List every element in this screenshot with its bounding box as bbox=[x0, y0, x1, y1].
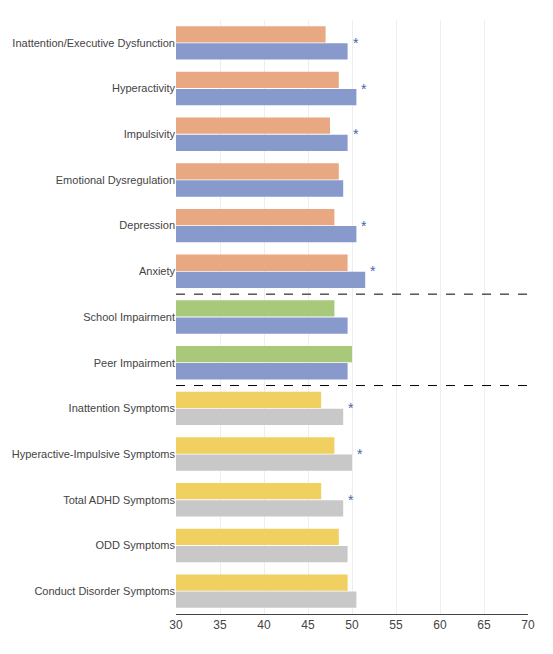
svg-text:*: * bbox=[348, 492, 354, 508]
svg-text:ODD Symptoms: ODD Symptoms bbox=[96, 539, 176, 551]
svg-text:*: * bbox=[370, 263, 376, 279]
svg-text:*: * bbox=[348, 400, 354, 416]
svg-text:Depression: Depression bbox=[119, 219, 175, 231]
svg-text:Total ADHD Symptoms: Total ADHD Symptoms bbox=[63, 494, 175, 506]
svg-text:Impulsivity: Impulsivity bbox=[124, 128, 176, 140]
svg-text:70: 70 bbox=[521, 618, 535, 632]
svg-text:Conduct Disorder Symptoms: Conduct Disorder Symptoms bbox=[34, 585, 175, 597]
svg-text:Inattention/Executive Dysfunct: Inattention/Executive Dysfunction bbox=[12, 37, 175, 49]
svg-text:30: 30 bbox=[169, 618, 183, 632]
svg-text:*: * bbox=[361, 81, 367, 97]
svg-text:*: * bbox=[353, 35, 359, 51]
svg-text:Anxiety: Anxiety bbox=[139, 265, 176, 277]
svg-text:35: 35 bbox=[213, 618, 227, 632]
svg-text:*: * bbox=[353, 126, 359, 142]
svg-text:65: 65 bbox=[477, 618, 491, 632]
svg-text:*: * bbox=[361, 218, 367, 234]
svg-text:40: 40 bbox=[257, 618, 271, 632]
svg-text:Hyperactive-Impulsive Symptoms: Hyperactive-Impulsive Symptoms bbox=[12, 448, 176, 460]
svg-text:Inattention Symptoms: Inattention Symptoms bbox=[69, 402, 176, 414]
svg-text:Hyperactivity: Hyperactivity bbox=[112, 82, 175, 94]
svg-text:Emotional Dysregulation: Emotional Dysregulation bbox=[56, 174, 175, 186]
svg-text:*: * bbox=[357, 446, 363, 462]
svg-text:55: 55 bbox=[389, 618, 403, 632]
svg-text:50: 50 bbox=[345, 618, 359, 632]
svg-text:60: 60 bbox=[433, 618, 447, 632]
svg-text:45: 45 bbox=[301, 618, 315, 632]
svg-text:Peer Impairment: Peer Impairment bbox=[94, 357, 175, 369]
svg-text:School Impairment: School Impairment bbox=[83, 311, 175, 323]
